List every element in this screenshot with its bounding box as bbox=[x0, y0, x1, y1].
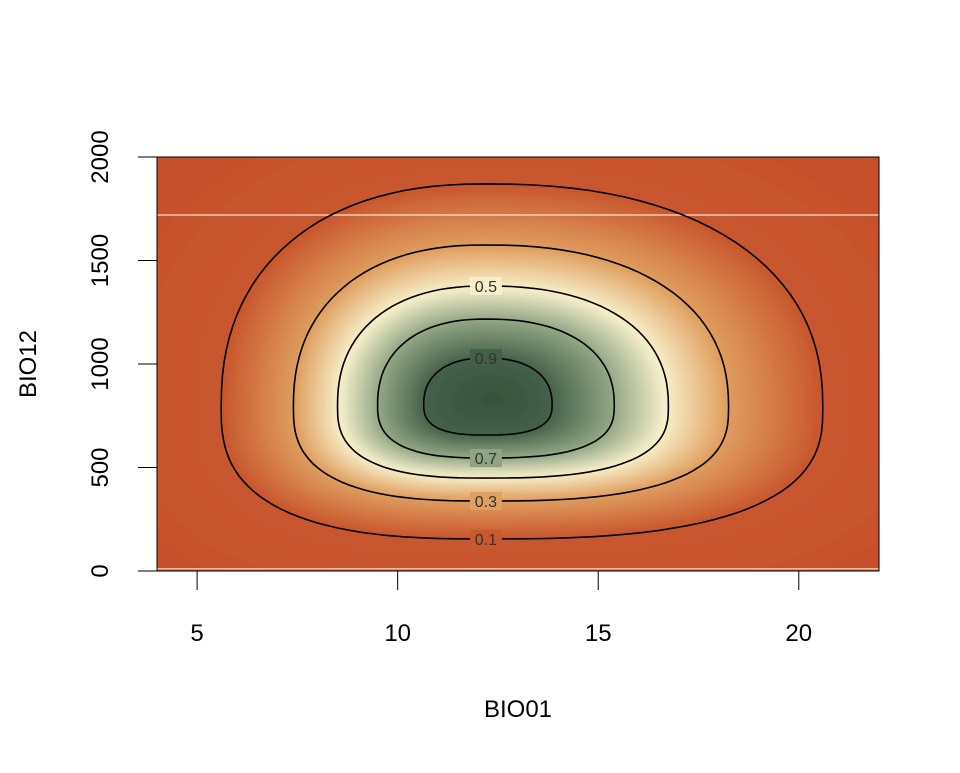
y-tick-label: 2000 bbox=[87, 130, 114, 183]
contour-label: 0.3 bbox=[475, 494, 497, 511]
contour-label-bg bbox=[469, 492, 502, 511]
contour-line bbox=[220, 183, 824, 540]
y-tick-label: 1000 bbox=[87, 337, 114, 390]
contour-line bbox=[422, 357, 553, 436]
contour-label: 0.1 bbox=[475, 532, 497, 549]
y-tick-label: 1500 bbox=[87, 234, 114, 287]
contour-label-bg bbox=[469, 529, 502, 548]
x-tick-label: 20 bbox=[785, 620, 812, 647]
y-axis: 0 500 1000 1500 2000 bbox=[87, 130, 158, 578]
y-tick-label: 0 bbox=[87, 564, 114, 577]
y-tick-label: 500 bbox=[87, 447, 114, 487]
x-tick-label: 5 bbox=[190, 620, 203, 647]
reference-lines bbox=[157, 214, 879, 570]
contour-label: 0.9 bbox=[475, 351, 497, 368]
contour-line bbox=[376, 318, 616, 459]
x-axis: 5 10 15 20 bbox=[190, 570, 879, 647]
x-axis-label: BIO01 bbox=[484, 696, 552, 723]
contour-label-bg bbox=[469, 348, 502, 367]
x-tick-label: 15 bbox=[585, 620, 612, 647]
contour-lines: 0.1 0.3 0.5 0.7 0.9 bbox=[220, 183, 824, 549]
contour-label-bg bbox=[469, 448, 502, 467]
contour-label-bg bbox=[469, 276, 502, 295]
heatmap-band bbox=[479, 391, 506, 407]
heatmap-fill bbox=[157, 157, 879, 571]
x-tick-label: 10 bbox=[384, 620, 411, 647]
plot-area: 0.1 0.3 0.5 0.7 0.9 bbox=[157, 157, 879, 571]
contour-label: 0.5 bbox=[475, 279, 497, 296]
contour-label: 0.7 bbox=[475, 451, 497, 468]
contour-line bbox=[336, 285, 670, 479]
contour-line bbox=[292, 244, 730, 502]
y-axis-label: BIO12 bbox=[15, 330, 42, 398]
